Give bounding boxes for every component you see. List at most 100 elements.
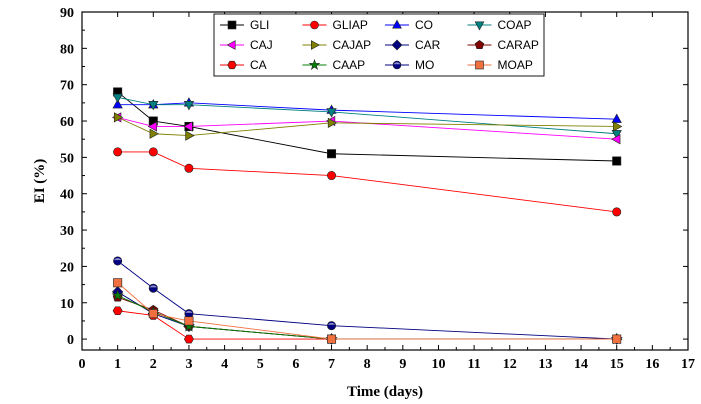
legend-label: CAJAP [333, 38, 372, 52]
legend-item-caj: CAJ [220, 38, 273, 52]
data-point [113, 147, 123, 157]
legend-label: CA [250, 58, 267, 72]
x-tick-label: 5 [257, 357, 264, 372]
data-point [113, 256, 123, 266]
legend-item-caap: CAAP [302, 58, 366, 72]
data-point [474, 40, 485, 50]
series-line [117, 151, 617, 213]
x-tick-label: 7 [328, 357, 335, 372]
data-point [148, 101, 159, 111]
data-point [611, 113, 622, 123]
data-point [326, 108, 337, 118]
data-point [611, 130, 622, 140]
legend-label: GLI [250, 18, 269, 32]
legend-item-ca: CA [220, 58, 267, 72]
data-point [185, 130, 195, 141]
data-point [308, 58, 321, 70]
data-point [327, 321, 337, 331]
legend-item-carap: CARAP [467, 38, 539, 52]
x-tick-label: 9 [399, 357, 406, 372]
data-point [612, 207, 622, 217]
legend-item-gliap: GLIAP [302, 18, 368, 32]
data-point [227, 20, 237, 30]
data-point [227, 60, 237, 70]
legend-label: CAAP [333, 58, 366, 72]
data-point [613, 121, 623, 132]
data-point [327, 171, 337, 181]
y-tick-label: 90 [60, 6, 74, 21]
legend-label: MO [415, 58, 434, 72]
legend-label: COAP [498, 18, 532, 32]
legend-label: CO [415, 18, 433, 32]
data-point-highlight [149, 285, 157, 288]
legend-item-mo: MO [385, 58, 434, 72]
data-point [612, 334, 622, 344]
data-point [111, 289, 124, 301]
data-point [327, 149, 337, 159]
data-point [148, 283, 158, 293]
x-tick-label: 3 [185, 357, 192, 372]
data-point [113, 278, 123, 288]
series-coap [112, 93, 622, 140]
x-tick-label: 10 [431, 357, 445, 372]
legend-item-cajap: CAJAP [302, 38, 372, 52]
data-point [612, 156, 622, 166]
legend-label: GLIAP [333, 18, 368, 32]
data-point [112, 93, 123, 104]
data-point-highlight [114, 258, 122, 261]
y-tick-label: 30 [60, 224, 74, 239]
x-tick-label: 14 [574, 357, 588, 372]
y-tick-label: 80 [60, 42, 74, 57]
data-point [226, 40, 236, 50]
x-tick-label: 17 [681, 357, 695, 372]
data-point [183, 334, 194, 344]
x-tick-label: 6 [292, 357, 299, 372]
data-point [147, 121, 157, 132]
legend-label: CARAP [498, 38, 539, 52]
data-point [149, 128, 159, 139]
data-point [392, 60, 402, 70]
data-point [310, 40, 320, 50]
x-tick-label: 12 [503, 357, 517, 372]
data-point [310, 20, 319, 30]
y-tick-label: 50 [60, 151, 74, 166]
data-point [184, 316, 194, 326]
data-point [327, 117, 338, 128]
data-point [475, 60, 484, 70]
x-tick-label: 15 [610, 357, 624, 372]
data-point [183, 121, 193, 132]
x-tick-label: 1 [114, 357, 121, 372]
data-point [327, 334, 337, 344]
legend-item-gli: GLI [220, 18, 269, 32]
series-moap [113, 278, 622, 344]
legend-item-co: CO [385, 18, 433, 32]
data-point [611, 134, 621, 145]
data-point [183, 101, 195, 111]
y-tick-label: 10 [60, 297, 74, 312]
data-point [112, 99, 123, 109]
legend-item-moap: MOAP [467, 58, 533, 72]
y-tick-label: 40 [60, 188, 74, 203]
data-point [391, 39, 403, 51]
legend-label: CAJ [250, 38, 273, 52]
data-point [113, 112, 124, 123]
x-tick-label: 16 [645, 357, 659, 372]
series-cajap [113, 112, 623, 141]
legend-label: MOAP [498, 58, 533, 72]
data-point [184, 163, 194, 173]
y-tick-label: 70 [60, 79, 74, 94]
y-tick-label: 60 [60, 115, 74, 130]
x-tick-label: 2 [150, 357, 157, 372]
series-gliap [113, 147, 622, 217]
legend-label: CAR [415, 38, 441, 52]
data-point-highlight [393, 62, 401, 65]
y-axis-label: EI (%) [32, 159, 48, 204]
x-tick-label: 4 [221, 357, 228, 372]
y-tick-label: 0 [67, 333, 74, 348]
x-tick-label: 13 [538, 357, 552, 372]
y-tick-label: 20 [60, 260, 74, 275]
data-point [148, 309, 158, 319]
data-point [474, 21, 485, 31]
x-tick-label: 0 [79, 357, 86, 372]
